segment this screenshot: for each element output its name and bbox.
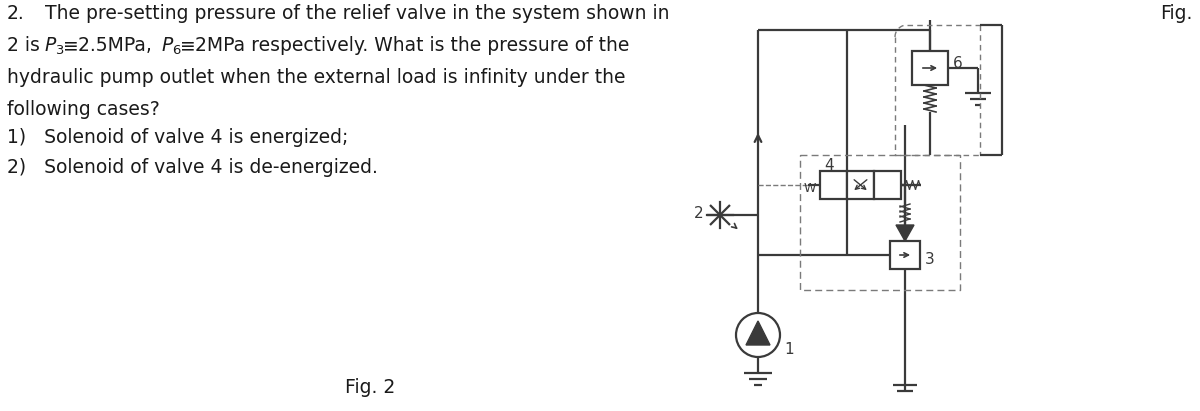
Polygon shape — [896, 225, 914, 241]
Text: 2.5MPa,: 2.5MPa, — [78, 36, 164, 55]
Text: following cases?: following cases? — [7, 100, 160, 119]
Text: 2: 2 — [694, 206, 703, 220]
Bar — [874, 171, 901, 199]
Polygon shape — [746, 321, 770, 345]
Text: 2MPa respectively. What is the pressure of the: 2MPa respectively. What is the pressure … — [194, 36, 629, 55]
Text: 3: 3 — [925, 252, 935, 268]
Text: 6: 6 — [953, 55, 962, 71]
Text: 1)   Solenoid of valve 4 is energized;: 1) Solenoid of valve 4 is energized; — [7, 128, 348, 147]
Text: Fig.: Fig. — [1159, 4, 1192, 23]
Text: Fig. 2: Fig. 2 — [344, 378, 395, 397]
Bar — [912, 51, 948, 85]
Text: hydraulic pump outlet when the external load is infinity under the: hydraulic pump outlet when the external … — [7, 68, 625, 87]
Text: ≡: ≡ — [180, 36, 196, 55]
Bar — [847, 171, 874, 199]
Bar — [820, 171, 847, 199]
Text: $P_6$: $P_6$ — [161, 36, 182, 57]
Text: $P_3$: $P_3$ — [44, 36, 65, 57]
Text: ≡: ≡ — [64, 36, 79, 55]
Text: 2 is: 2 is — [7, 36, 46, 55]
Bar — [890, 241, 920, 269]
Text: 2)   Solenoid of valve 4 is de-energized.: 2) Solenoid of valve 4 is de-energized. — [7, 158, 378, 177]
Text: 4: 4 — [824, 157, 834, 173]
Text: The pre-setting pressure of the relief valve in the system shown in: The pre-setting pressure of the relief v… — [46, 4, 670, 23]
Text: 2.: 2. — [7, 4, 25, 23]
Text: W: W — [804, 182, 816, 194]
Text: 1: 1 — [784, 342, 793, 356]
